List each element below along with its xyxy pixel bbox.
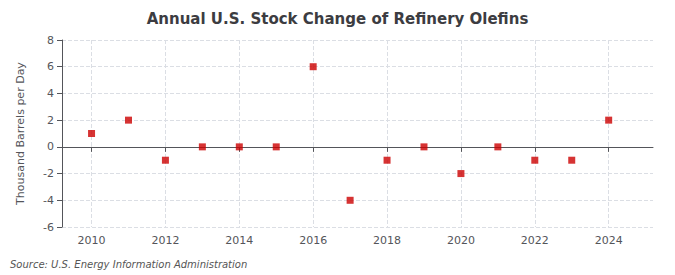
svg-text:Source: U.S. Energy Informatio: Source: U.S. Energy Information Administ… — [10, 259, 247, 270]
svg-text:-6: -6 — [43, 221, 54, 234]
svg-text:0: 0 — [47, 140, 54, 153]
svg-text:2010: 2010 — [78, 234, 106, 247]
svg-text:4: 4 — [47, 87, 54, 100]
svg-text:6: 6 — [47, 60, 54, 73]
svg-text:8: 8 — [47, 34, 54, 47]
svg-text:2018: 2018 — [373, 234, 401, 247]
svg-text:-4: -4 — [43, 194, 54, 207]
svg-text:2014: 2014 — [225, 234, 253, 247]
svg-text:2: 2 — [47, 114, 54, 127]
svg-text:2022: 2022 — [521, 234, 549, 247]
svg-text:2012: 2012 — [151, 234, 179, 247]
svg-text:-2: -2 — [43, 167, 54, 180]
svg-text:Annual U.S. Stock Change of Re: Annual U.S. Stock Change of Refinery Ole… — [147, 10, 529, 28]
svg-text:Thousand Barrels per Day: Thousand Barrels per Day — [14, 62, 27, 206]
svg-text:2016: 2016 — [299, 234, 327, 247]
svg-text:2020: 2020 — [447, 234, 475, 247]
svg-text:2024: 2024 — [595, 234, 623, 247]
